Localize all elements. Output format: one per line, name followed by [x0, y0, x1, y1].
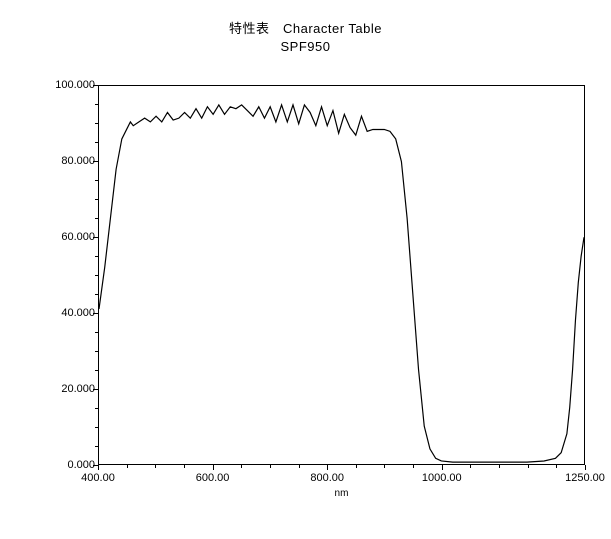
y-tick-label: 60.000 [45, 231, 95, 243]
y-tick [93, 389, 98, 390]
x-tick-minor [241, 465, 242, 468]
y-tick [93, 161, 98, 162]
x-tick-minor [155, 465, 156, 468]
y-tick-label: 100.000 [45, 79, 95, 91]
y-tick-minor [95, 104, 98, 105]
x-tick-label: 600.00 [183, 472, 243, 484]
y-tick-minor [95, 199, 98, 200]
x-tick [327, 465, 328, 470]
line-plot-svg [99, 86, 584, 464]
y-tick-label: 80.000 [45, 155, 95, 167]
x-tick-minor [356, 465, 357, 468]
y-tick-minor [95, 427, 98, 428]
x-axis-label: nm [98, 488, 585, 499]
x-tick [98, 465, 99, 470]
y-tick-minor [95, 351, 98, 352]
x-tick [442, 465, 443, 470]
x-tick-minor [299, 465, 300, 468]
x-tick-minor [528, 465, 529, 468]
x-tick-minor [384, 465, 385, 468]
x-tick [585, 465, 586, 470]
x-tick-minor [184, 465, 185, 468]
chart-title-line1: 特性表 Character Table [0, 18, 611, 37]
y-tick-minor [95, 294, 98, 295]
x-tick-label: 400.00 [68, 472, 128, 484]
chart-title-line2: SPF950 [0, 39, 611, 54]
x-tick-label: 1000.00 [412, 472, 472, 484]
chart-title-block: 特性表 Character Table SPF950 [0, 0, 611, 54]
x-tick-minor [556, 465, 557, 468]
y-tick-minor [95, 123, 98, 124]
y-tick-minor [95, 275, 98, 276]
y-tick-minor [95, 408, 98, 409]
series-path [99, 105, 584, 462]
y-tick-minor [95, 142, 98, 143]
x-tick-label: 800.00 [297, 472, 357, 484]
y-tick [93, 237, 98, 238]
x-tick-minor [127, 465, 128, 468]
x-tick-minor [270, 465, 271, 468]
y-tick-minor [95, 446, 98, 447]
x-tick [213, 465, 214, 470]
x-tick-minor [499, 465, 500, 468]
y-tick-minor [95, 180, 98, 181]
y-tick-minor [95, 256, 98, 257]
plot-area [98, 85, 585, 465]
x-tick-label: 1250.00 [555, 472, 611, 484]
y-tick-minor [95, 332, 98, 333]
y-tick [93, 313, 98, 314]
y-tick-label: 40.000 [45, 307, 95, 319]
x-tick-minor [470, 465, 471, 468]
x-tick-minor [413, 465, 414, 468]
y-tick-label: 20.000 [45, 383, 95, 395]
y-tick-minor [95, 370, 98, 371]
y-tick-minor [95, 218, 98, 219]
y-tick-label: 0.000 [45, 459, 95, 471]
y-tick [93, 85, 98, 86]
chart-container: 0.00020.00040.00060.00080.000100.000400.… [40, 85, 595, 510]
